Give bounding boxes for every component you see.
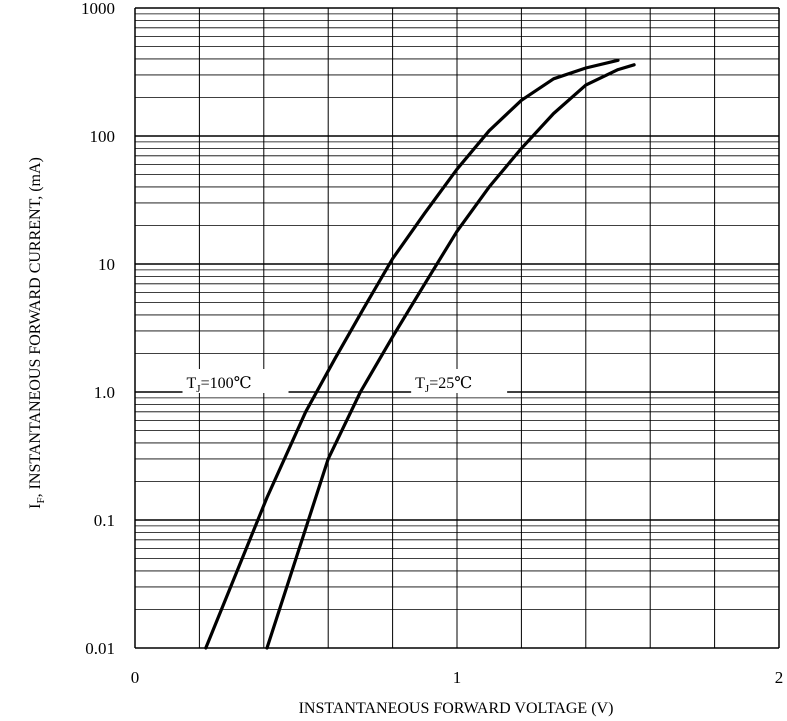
x-tick-label: 1 [453, 668, 462, 687]
series-curve-2 [265, 63, 636, 650]
series-label: TJ=100℃ [187, 375, 252, 395]
chart-curves [204, 58, 636, 650]
chart-grid [134, 7, 780, 649]
series-label: TJ=25℃ [415, 375, 472, 395]
y-tick-label: 10 [98, 255, 115, 274]
series-label-background [182, 369, 289, 393]
series-label-subscript: J [196, 383, 201, 395]
y-axis-label-subscript: F [35, 497, 47, 503]
y-tick-label: 1.0 [94, 383, 115, 402]
y-axis-label: IF, INSTANTANEOUS FORWARD CURRENT, (mA) [27, 157, 47, 509]
series-label-subscript: J [425, 383, 430, 395]
x-axis-label: INSTANTANEOUS FORWARD VOLTAGE (V) [299, 700, 614, 717]
chart-annotations: TJ=100℃ TJ=25℃ [182, 369, 508, 395]
chart-tick-labels: 0 1 2 0.01 0.1 1.0 10 100 1000 [81, 0, 783, 687]
x-tick-label: 0 [131, 668, 140, 687]
y-tick-label: 1000 [81, 0, 115, 18]
series-label-text: =25℃ [429, 375, 472, 392]
y-tick-label: 100 [90, 127, 116, 146]
series-label-text: =100℃ [201, 375, 252, 392]
series-label-background [411, 369, 508, 393]
y-tick-label: 0.1 [94, 511, 115, 530]
y-axis-label-text: , INSTANTANEOUS FORWARD CURRENT, (mA) [27, 157, 44, 497]
y-tick-label: 0.01 [85, 639, 115, 658]
series-label-symbol: T [187, 375, 197, 392]
series-curve-1 [204, 58, 620, 650]
y-axis-label-symbol: I [27, 504, 44, 509]
x-tick-label: 2 [775, 668, 784, 687]
series-label-symbol: T [415, 375, 425, 392]
